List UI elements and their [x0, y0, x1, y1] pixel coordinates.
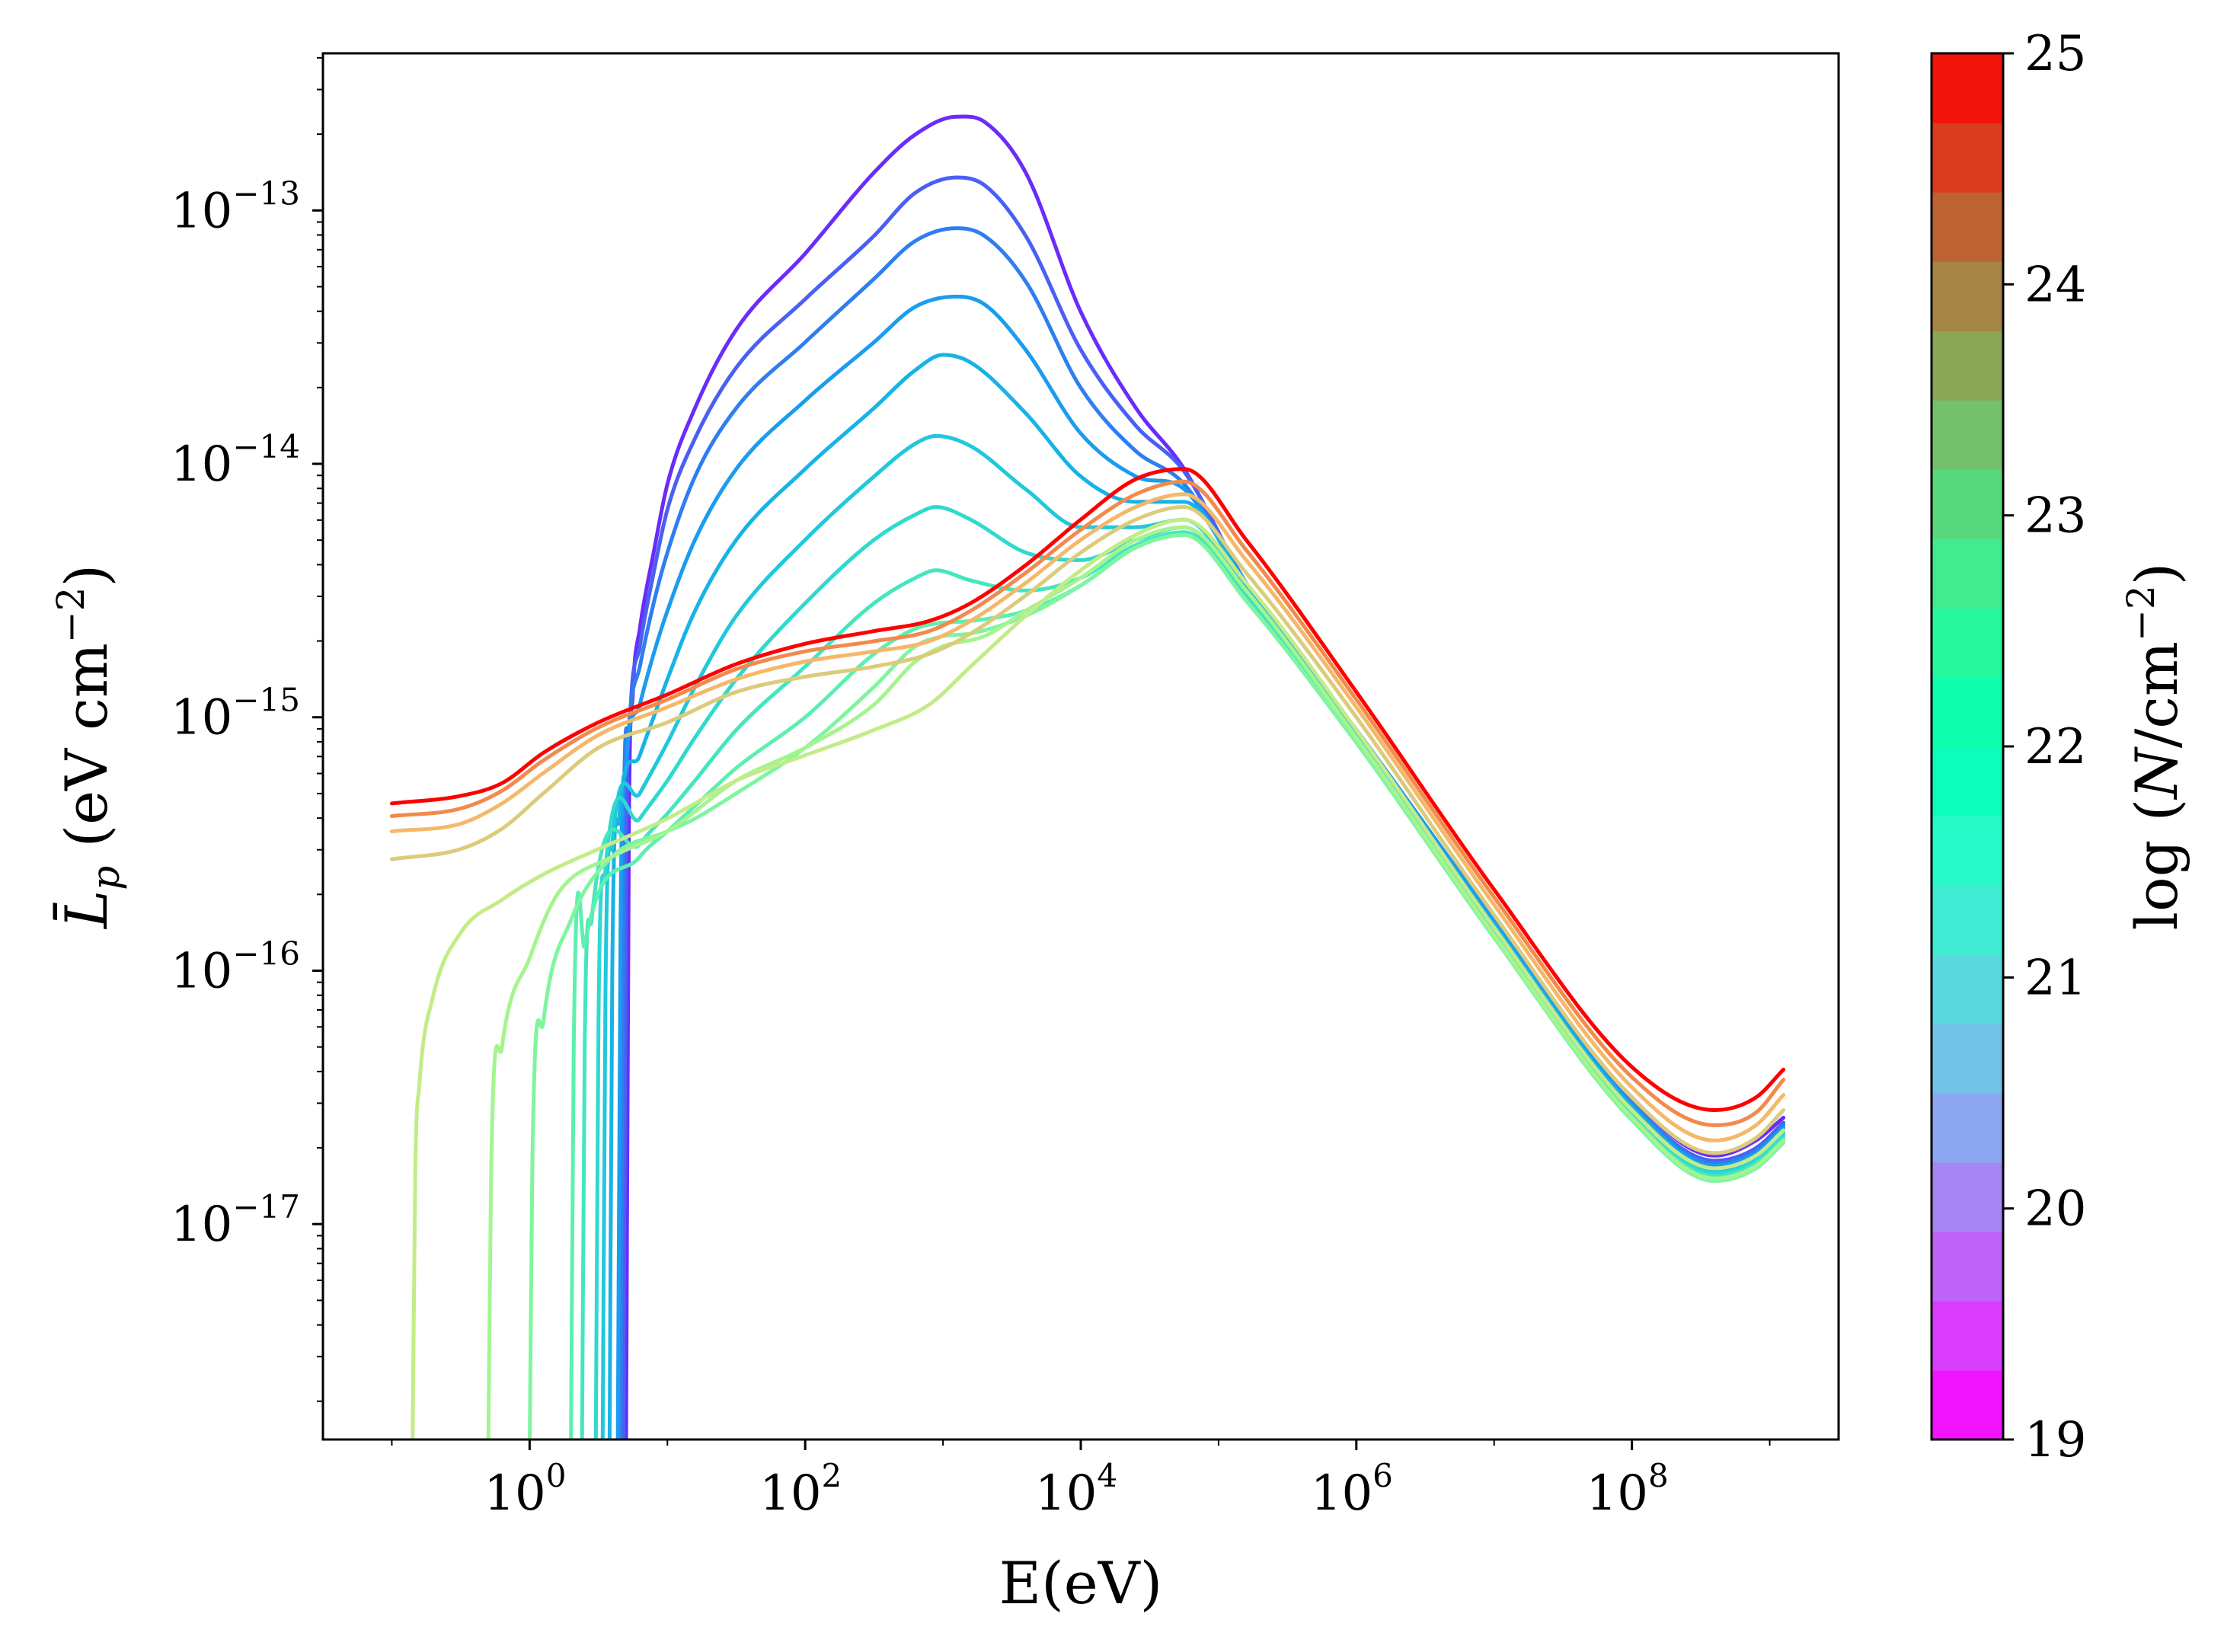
- colorbar-band: [1932, 816, 2003, 886]
- y-label-unit-close: ): [53, 564, 120, 587]
- series-line-3: [615, 294, 1786, 1440]
- colorbar-band: [1932, 123, 2003, 193]
- y-tick-label: 10−13: [171, 174, 300, 239]
- y-label-symbol: L̄: [52, 890, 120, 930]
- cb-label-suffix: ): [2123, 563, 2190, 586]
- cb-label-var: N: [2123, 746, 2190, 800]
- y-tick-label: 10−17: [171, 1188, 300, 1253]
- x-tick-label: 106: [1311, 1457, 1393, 1522]
- colorbar-band: [1932, 53, 2003, 123]
- colorbar-band: [1932, 1301, 2003, 1371]
- series-line-15: [390, 467, 1786, 1112]
- x-axis: 100 102 104 106 108: [391, 1440, 1771, 1522]
- x-tick-label: 108: [1587, 1457, 1669, 1522]
- cb-label-unit: /cm: [2123, 641, 2190, 748]
- series-line-13: [390, 492, 1786, 1142]
- series-line-5: [600, 433, 1786, 1440]
- colorbar-tick-label: 22: [2024, 719, 2086, 775]
- y-label-unit-open: (eV cm: [53, 643, 120, 865]
- colorbar-band: [1932, 469, 2003, 539]
- colorbar-band: [1932, 400, 2003, 470]
- colorbar-tick-label: 21: [2024, 950, 2086, 1006]
- colorbar: 19 20 21 22 23 24 25: [1930, 26, 2086, 1468]
- y-label-unit-exp: −2: [49, 586, 93, 643]
- colorbar-band: [1932, 538, 2003, 609]
- y-tick-label: 10−16: [171, 935, 300, 999]
- colorbar-tick-label: 24: [2024, 257, 2086, 313]
- series-line-10: [486, 525, 1786, 1440]
- colorbar-label-text: log (N/cm−2): [2119, 563, 2190, 931]
- colorbar-tick-label: 25: [2024, 26, 2086, 82]
- colorbar-band: [1932, 1093, 2003, 1163]
- series-line-6: [593, 505, 1786, 1440]
- series-line-11: [411, 517, 1786, 1440]
- colorbar-band: [1932, 677, 2003, 747]
- colorbar-tick-label: 20: [2024, 1181, 2086, 1238]
- y-axis-label: L̄p (eV cm−2): [49, 564, 128, 930]
- series-line-4: [607, 353, 1786, 1440]
- colorbar-band: [1932, 331, 2003, 401]
- series-line-1: [621, 175, 1786, 1440]
- colorbar-tick-label: 19: [2024, 1412, 2086, 1468]
- y-axis: 10−13 10−14 10−15 10−16 10−17: [171, 56, 323, 1402]
- colorbar-tick-label: 23: [2024, 488, 2086, 545]
- x-tick-label: 102: [759, 1457, 842, 1522]
- colorbar-band: [1932, 1024, 2003, 1094]
- colorbar-band: [1932, 261, 2003, 331]
- colorbar-band: [1932, 885, 2003, 955]
- colorbar-band: [1932, 1232, 2003, 1302]
- x-tick-label: 104: [1035, 1457, 1117, 1522]
- colorbar-label: log (N/cm−2): [2119, 563, 2190, 931]
- x-axis-label: E(eV): [999, 1549, 1163, 1617]
- series-group: [390, 114, 1786, 1440]
- series-line-12: [390, 505, 1786, 1155]
- y-tick-label: 10−15: [171, 682, 300, 746]
- colorbar-band: [1932, 1370, 2003, 1440]
- series-line-14: [390, 479, 1786, 1127]
- y-axis-label-text: L̄p (eV cm−2): [49, 564, 128, 930]
- x-tick-label: 100: [484, 1457, 566, 1522]
- y-label-sub: p: [84, 866, 128, 890]
- colorbar-band: [1932, 746, 2003, 816]
- y-tick-label: 10−14: [171, 428, 300, 493]
- cb-label-prefix: log (: [2123, 799, 2190, 931]
- colorbar-band: [1932, 192, 2003, 262]
- colorbar-band: [1932, 608, 2003, 678]
- cb-label-exp: −2: [2119, 585, 2163, 641]
- colorbar-band: [1932, 954, 2003, 1024]
- colorbar-band: [1932, 1162, 2003, 1232]
- series-line-0: [624, 114, 1786, 1440]
